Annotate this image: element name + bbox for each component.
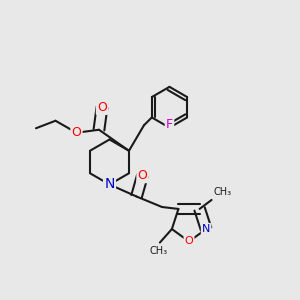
Text: N: N — [202, 224, 210, 234]
Text: CH₃: CH₃ — [213, 187, 231, 197]
Text: N: N — [104, 178, 115, 191]
Text: O: O — [138, 169, 147, 182]
Text: O: O — [97, 101, 107, 114]
Text: O: O — [71, 126, 81, 139]
Text: F: F — [166, 118, 173, 131]
Text: O: O — [184, 236, 194, 247]
Text: CH₃: CH₃ — [149, 246, 167, 256]
